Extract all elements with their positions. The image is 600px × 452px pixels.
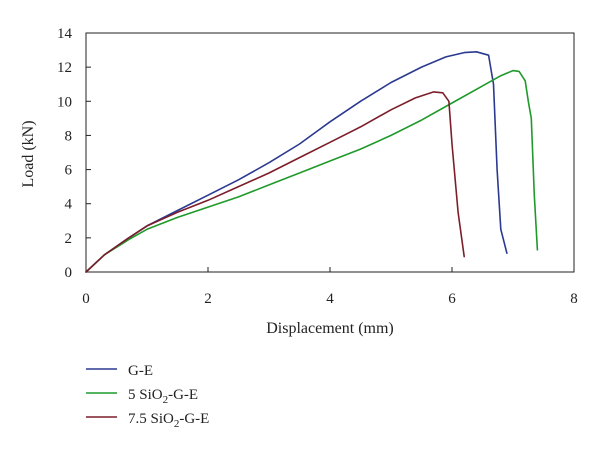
x-tick-label: 8 <box>570 291 578 307</box>
series-line-2 <box>85 69 539 273</box>
y-tick-label: 6 <box>65 163 73 179</box>
series-line-3 <box>85 91 466 273</box>
legend-label: G-E <box>128 363 153 379</box>
legend-label: 7.5 SiO2-G-E <box>128 411 209 430</box>
x-tick-label: 2 <box>204 291 212 307</box>
x-tick-label: 0 <box>82 291 90 307</box>
y-tick-label: 10 <box>57 94 72 110</box>
y-tick-label: 0 <box>65 265 73 281</box>
plot-frame <box>85 32 575 273</box>
y-tick-label: 14 <box>57 26 73 42</box>
series-layer <box>85 50 539 273</box>
y-tick-label: 2 <box>65 231 73 247</box>
x-tick-label: 4 <box>326 291 334 307</box>
x-axis-label: Displacement (mm) <box>266 320 394 337</box>
y-tick-label: 4 <box>65 197 73 213</box>
legend: G-E 5 SiO2-G-E 7.5 SiO2-G-E <box>86 363 209 430</box>
legend-label: 5 SiO2-G-E <box>128 387 198 406</box>
plot-area <box>85 32 575 273</box>
y-tick-label: 12 <box>57 60 72 76</box>
axes: 0 2 4 6 8 10 12 14 0 2 4 6 8 <box>57 26 578 307</box>
y-tick-label: 8 <box>65 128 73 144</box>
x-tick-label: 6 <box>448 291 456 307</box>
series-line-1 <box>85 50 508 273</box>
y-axis-label: Load (kN) <box>20 120 37 187</box>
